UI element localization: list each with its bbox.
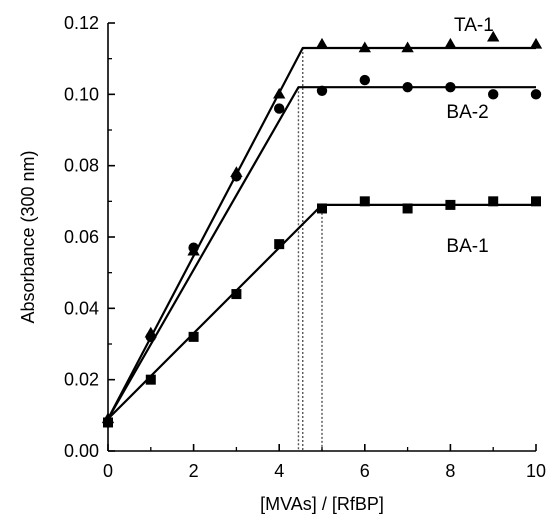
x-axis-ticks: 0 2 4 6 8 10: [103, 444, 546, 481]
data-point-square: [402, 203, 413, 214]
data-markers: [101, 30, 543, 428]
y-tick-label: 0.04: [64, 298, 99, 318]
data-point-triangle: [487, 30, 500, 42]
y-axis-title: Absorbance (300 nm): [18, 150, 38, 323]
data-point-triangle: [315, 37, 329, 49]
data-point-circle: [530, 89, 542, 100]
x-tick-label: 0: [103, 461, 113, 481]
data-point-square: [274, 239, 285, 250]
fit-line-ta-1: [107, 46, 536, 420]
data-point-square: [103, 417, 113, 428]
data-point-circle: [145, 331, 156, 343]
x-tick-label: 6: [360, 461, 370, 481]
series-label-ta-1: TA-1: [454, 15, 494, 36]
data-point-square: [188, 331, 199, 342]
y-tick-label: 0.10: [64, 84, 99, 104]
data-point-circle: [188, 242, 199, 253]
data-point-square: [231, 289, 242, 300]
x-tick-label: 8: [445, 461, 455, 481]
fit-line-ba-2: [107, 86, 536, 420]
data-point-circle: [231, 171, 242, 182]
y-tick-label: 0.00: [64, 441, 99, 461]
y-axis-ticks: 0.00 0.02 0.04 0.06 0.08 0.10 0.12: [64, 13, 115, 461]
data-point-circle: [316, 85, 328, 96]
y-tick-label: 0.02: [64, 370, 99, 390]
x-tick-label: 10: [526, 461, 546, 481]
data-point-circle: [488, 89, 499, 100]
data-point-square: [359, 196, 370, 207]
data-point-circle: [359, 74, 370, 86]
data-point-square: [317, 203, 327, 214]
x-axis-title: [MVAs] / [RfBP]: [260, 494, 384, 514]
data-point-triangle: [358, 41, 371, 53]
data-point-square: [445, 199, 456, 210]
data-point-circle: [445, 82, 456, 93]
x-tick-label: 2: [189, 461, 199, 481]
data-point-square: [488, 196, 499, 207]
data-point-triangle: [529, 37, 543, 49]
y-tick-label: 0.06: [64, 227, 99, 247]
data-point-triangle: [401, 41, 414, 53]
data-point-circle: [274, 103, 285, 114]
y-tick-label: 0.08: [64, 156, 99, 176]
x-tick-label: 4: [274, 461, 284, 481]
series-label-ba-1: BA-1: [446, 236, 488, 257]
data-point-circle: [402, 82, 413, 93]
vertical-guide-lines: [297, 47, 323, 451]
y-tick-label: 0.12: [64, 13, 99, 33]
data-point-triangle: [444, 37, 457, 49]
data-point-triangle: [273, 87, 286, 99]
series-label-ba-2: BA-2: [446, 102, 488, 123]
data-point-square: [531, 196, 541, 207]
data-point-square: [145, 374, 156, 385]
